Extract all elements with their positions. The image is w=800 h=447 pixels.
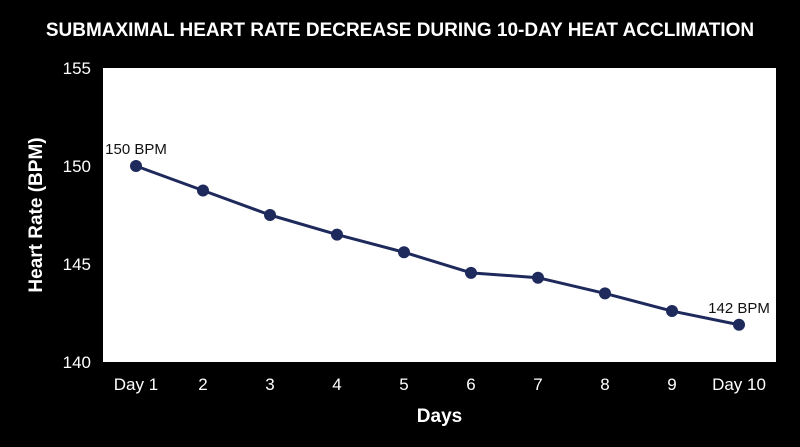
data-point — [130, 160, 142, 172]
data-point — [331, 228, 343, 241]
data-point — [599, 287, 611, 300]
plot-area — [103, 68, 776, 362]
series-line — [134, 164, 741, 327]
y-tick-label: 145 — [63, 255, 91, 274]
data-point — [666, 305, 678, 318]
data-point — [465, 266, 477, 279]
data-point — [398, 246, 410, 259]
x-tick-label: Day 10 — [712, 375, 766, 394]
data-point — [197, 184, 209, 197]
x-axis-title: Days — [417, 406, 462, 427]
data-point — [733, 318, 745, 331]
x-tick-label: 2 — [198, 375, 207, 394]
y-axis-title: Heart Rate (BPM) — [26, 137, 47, 292]
x-tick-label: 6 — [466, 375, 475, 394]
data-point — [264, 209, 276, 221]
x-tick-label: 5 — [399, 375, 408, 394]
y-tick-label: 150 — [63, 157, 91, 176]
data-point — [532, 271, 544, 284]
x-axis-ticks: Day 1 2 3 4 5 6 7 8 9 Day 10 — [114, 375, 766, 394]
y-axis-ticks: 140 145 150 155 — [63, 59, 91, 372]
x-tick-label: Day 1 — [114, 375, 158, 394]
x-tick-label: 9 — [667, 375, 676, 394]
chart-title: SUBMAXIMAL HEART RATE DECREASE DURING 10… — [46, 20, 754, 41]
x-tick-label: 4 — [332, 375, 341, 394]
data-label: 142 BPM — [708, 300, 770, 317]
x-tick-label: 7 — [533, 375, 542, 394]
y-tick-label: 155 — [63, 59, 91, 78]
x-tick-label: 8 — [600, 375, 609, 394]
x-tick-label: 3 — [265, 375, 274, 394]
data-label: 150 BPM — [105, 141, 167, 158]
data-labels: 150 BPM 142 BPM — [105, 141, 770, 317]
y-tick-label: 140 — [63, 353, 91, 372]
series-group — [130, 160, 745, 331]
